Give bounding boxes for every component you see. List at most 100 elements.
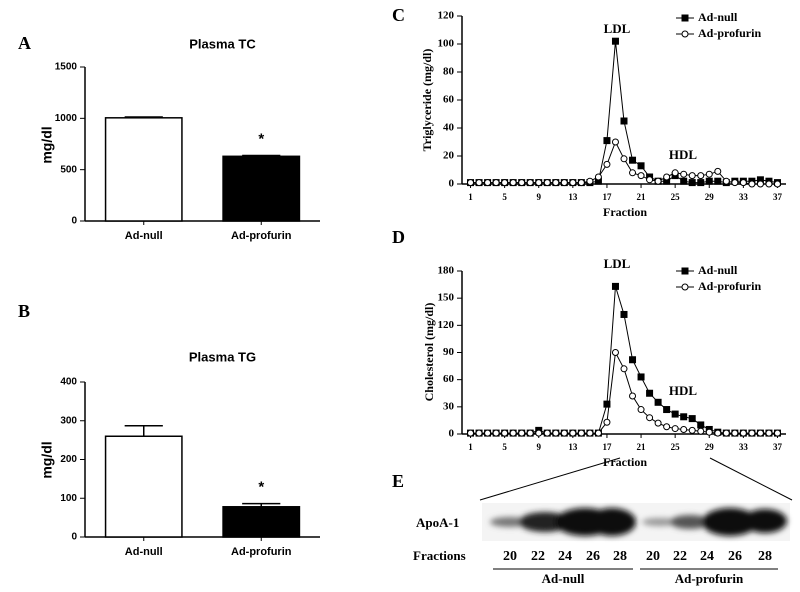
y-tick-label: 150 [438,292,455,304]
lane-label: 24 [558,549,572,564]
marker [475,179,483,187]
significance-mark: * [258,130,264,147]
marker [637,406,645,414]
lane-label: 22 [673,549,687,564]
y-tick-label: 120 [438,319,455,331]
x-tick-label: 21 [637,442,647,452]
marker [705,428,713,436]
marker [697,421,705,429]
x-tick-label: 29 [705,442,715,452]
marker [739,179,747,187]
fractions-label: Fractions [413,548,466,563]
lane-label: 20 [503,549,517,564]
marker [773,429,781,437]
x-tick-label: 9 [536,192,541,202]
y-tick-label: 180 [438,265,455,277]
marker [509,179,517,187]
x-tick-label: Ad-null [125,230,163,242]
x-tick-label: Ad-null [125,546,163,558]
lane-label: 20 [646,549,660,564]
marker [773,180,781,188]
legend-label: Ad-profurin [698,279,761,293]
marker [663,423,671,431]
marker [646,414,654,422]
y-axis-label: mg/dl [39,126,55,163]
marker [629,156,637,164]
x-tick-label: 25 [671,442,681,452]
marker [765,429,773,437]
marker [688,179,696,187]
marker [552,429,560,437]
x-tick-label: 33 [739,192,749,202]
peak-label: HDL [669,383,698,398]
bar [104,117,183,222]
marker [663,173,671,181]
x-tick-label: 9 [536,442,541,452]
x-tick-label: 13 [568,192,578,202]
legend-marker [681,14,689,22]
x-tick-label: 17 [602,192,612,202]
marker [697,427,705,435]
marker [492,429,500,437]
marker [671,425,679,433]
y-axis-label: mg/dl [39,441,55,478]
marker [637,172,645,180]
marker [705,170,713,178]
y-tick-label: 100 [438,38,455,50]
marker [484,179,492,187]
y-tick-label: 200 [60,454,77,465]
bar [222,506,301,538]
marker [603,137,611,145]
marker [518,179,526,187]
marker [714,177,722,185]
marker [688,172,696,180]
chart-title: Plasma TC [189,36,256,51]
lane-label: 24 [700,549,714,564]
panel-letter: C [392,5,405,25]
lane-label: 22 [531,549,545,564]
marker [535,179,543,187]
zoom-line [709,457,793,501]
marker [611,138,619,146]
marker [714,167,722,175]
marker [577,179,585,187]
marker [671,410,679,418]
group-label: Ad-profurin [675,571,744,586]
marker [629,356,637,364]
marker [629,169,637,177]
chart-title: Plasma TG [189,349,256,364]
marker [646,176,654,184]
panel-letter: A [18,33,31,53]
marker [560,179,568,187]
y-axis-label: Cholesterol (mg/dl) [422,303,436,402]
lane-label: 28 [613,549,627,564]
marker [569,179,577,187]
marker [680,413,688,421]
peak-label: LDL [604,256,631,271]
group-label: Ad-null [542,571,585,586]
y-tick-label: 1500 [55,62,78,73]
marker [611,282,619,290]
marker [526,179,534,187]
marker [654,419,662,427]
marker [714,429,722,437]
y-tick-label: 100 [60,493,77,504]
marker [535,429,543,437]
y-tick-label: 400 [60,377,77,388]
marker [586,429,594,437]
lane-label: 26 [586,549,600,564]
marker [526,429,534,437]
marker [637,373,645,381]
marker [560,429,568,437]
marker [748,180,756,188]
marker [646,389,654,397]
y-tick-label: 0 [71,532,77,543]
y-tick-label: 40 [443,122,455,134]
legend-label: Ad-null [698,263,738,277]
lane-label: 26 [728,549,742,564]
marker [543,179,551,187]
y-tick-label: 60 [443,94,455,106]
marker [637,162,645,170]
marker [680,425,688,433]
marker [543,429,551,437]
